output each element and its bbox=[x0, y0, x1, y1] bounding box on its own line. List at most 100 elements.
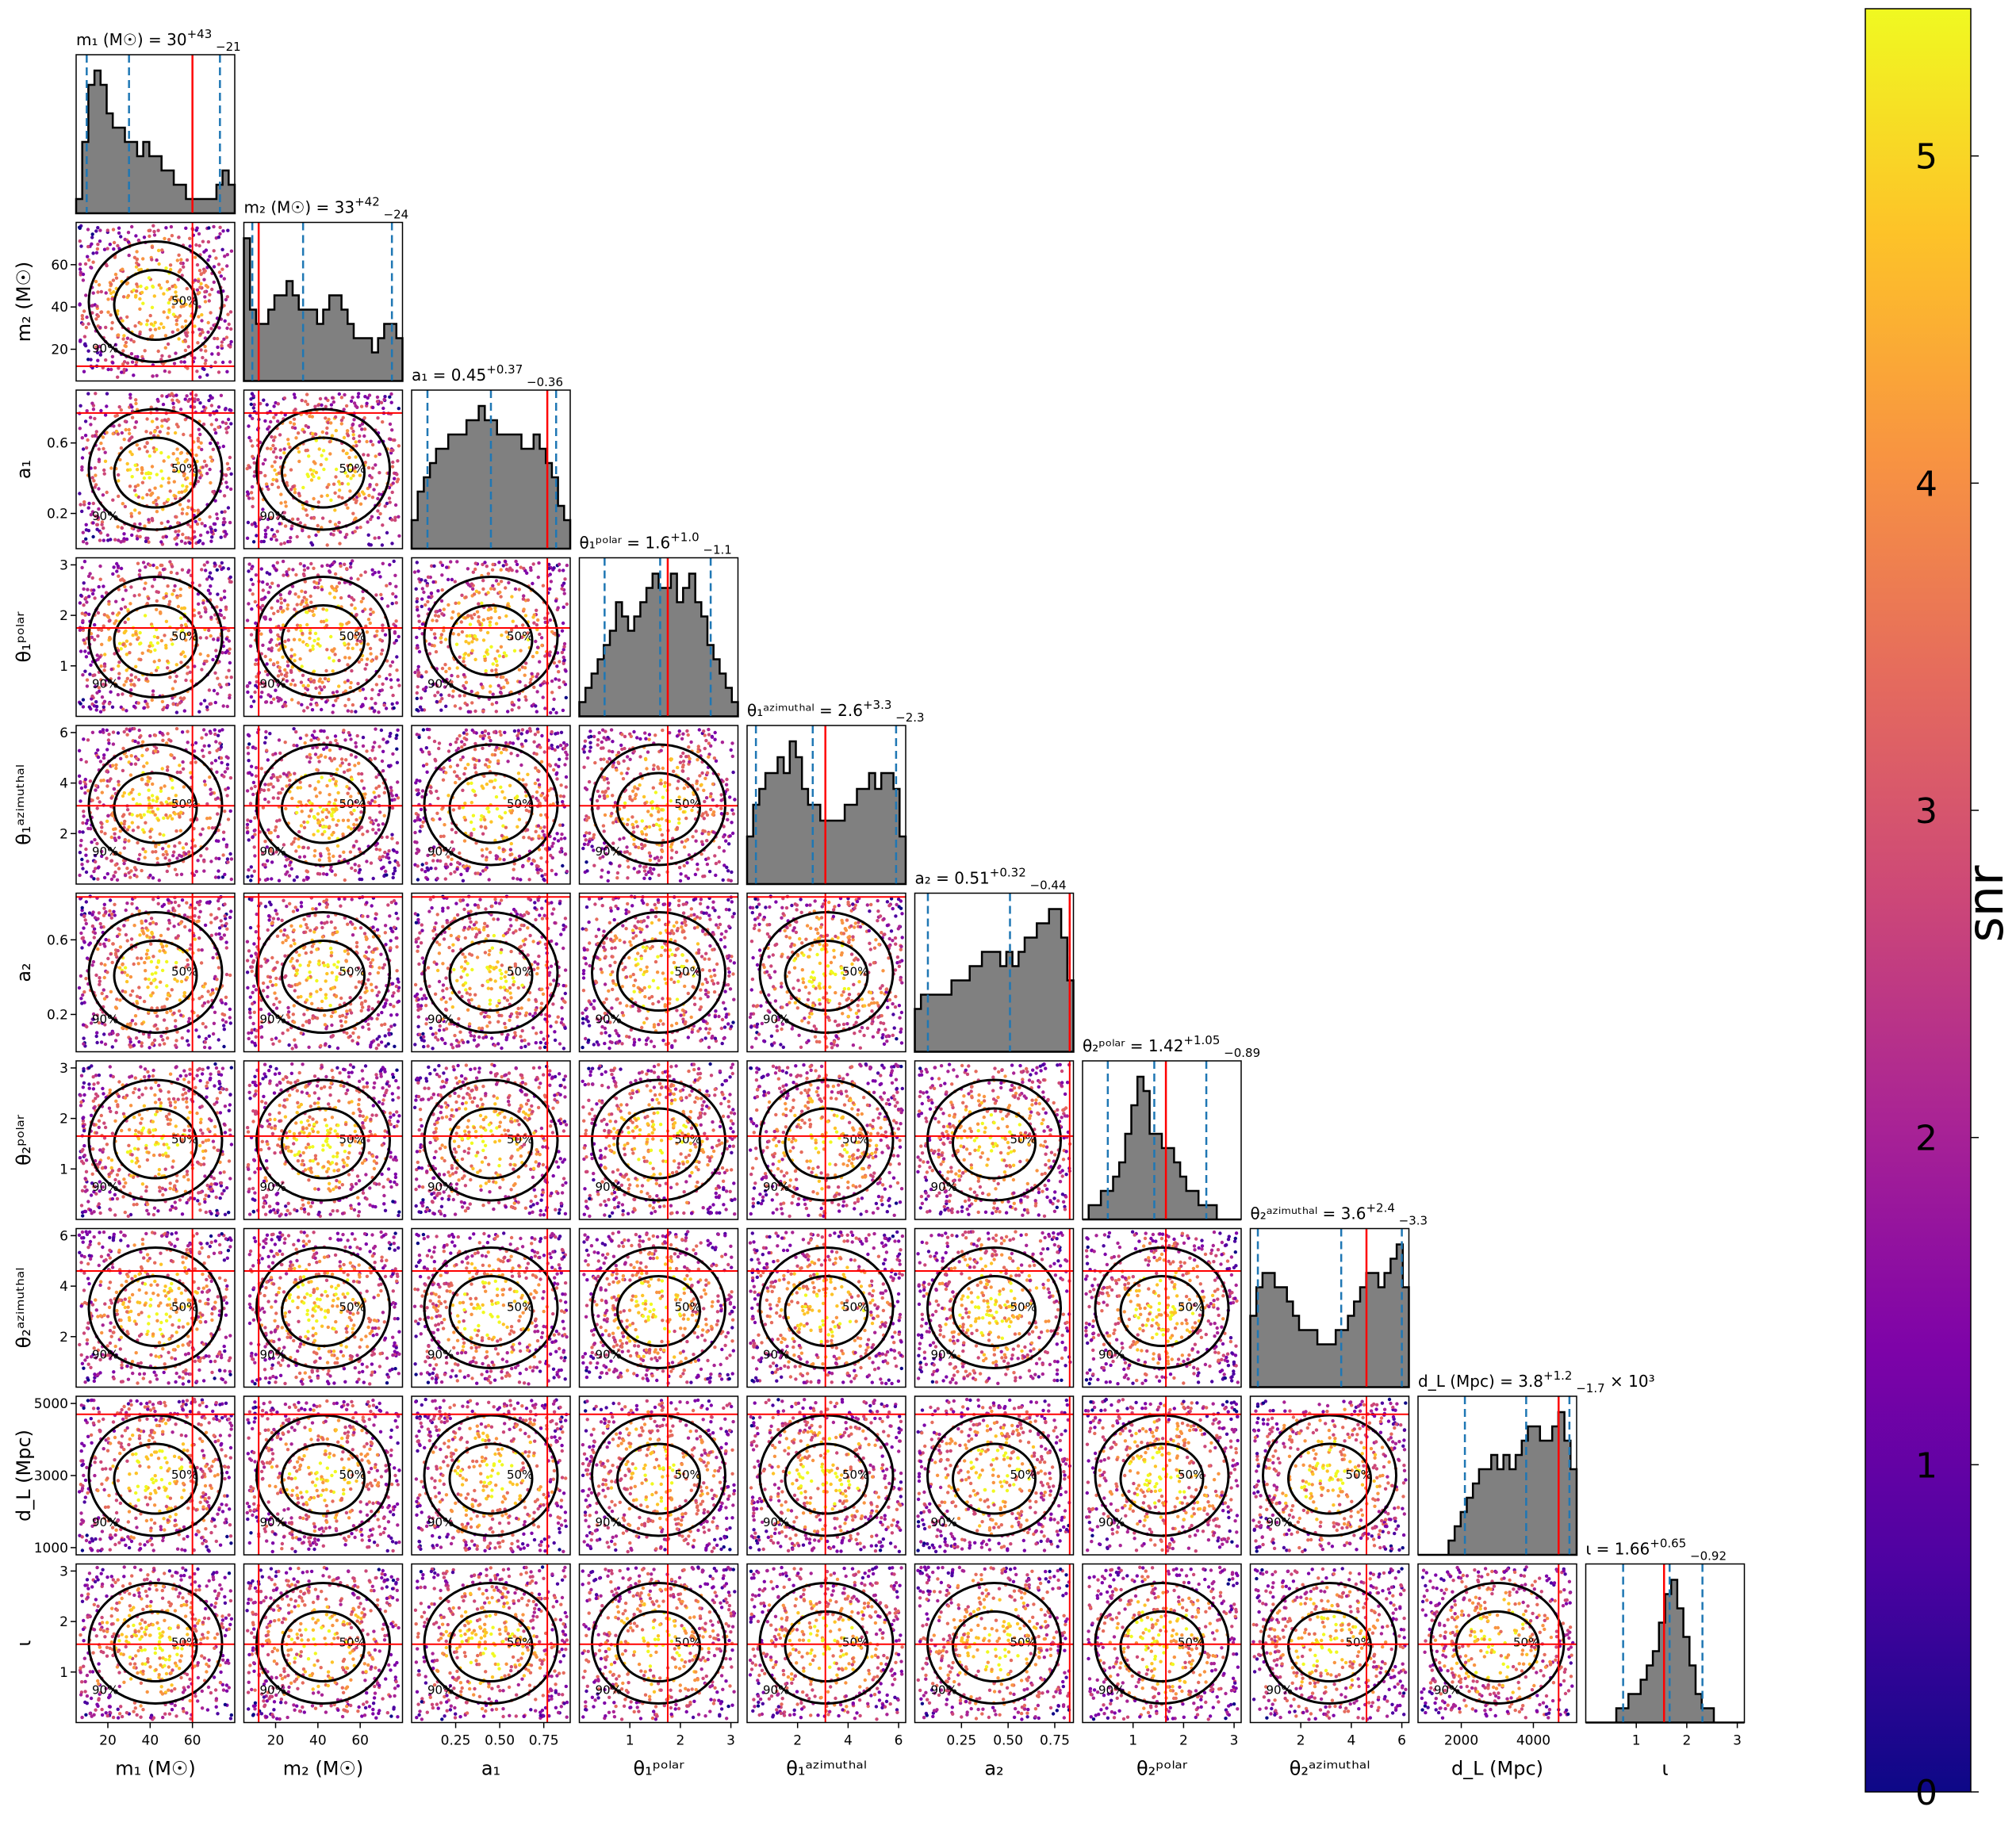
sample-point bbox=[478, 734, 483, 738]
sample-point bbox=[450, 577, 454, 582]
sample-point bbox=[325, 426, 329, 431]
sample-point bbox=[79, 799, 82, 803]
sample-point bbox=[605, 760, 610, 764]
sample-point bbox=[189, 525, 193, 529]
sample-point bbox=[128, 729, 132, 733]
sample-point bbox=[421, 687, 426, 691]
sample-point bbox=[133, 354, 138, 359]
sample-point bbox=[113, 870, 117, 875]
sample-point bbox=[246, 745, 250, 750]
sample-point bbox=[185, 484, 189, 489]
sample-point bbox=[290, 524, 294, 528]
sample-point bbox=[135, 537, 140, 541]
sample-point bbox=[517, 817, 522, 821]
sample-point bbox=[133, 739, 137, 744]
sample-point bbox=[301, 529, 305, 533]
sample-point bbox=[395, 733, 399, 737]
sample-point bbox=[215, 568, 219, 572]
sample-point bbox=[122, 822, 126, 826]
sample-point bbox=[153, 486, 157, 490]
sample-point bbox=[286, 607, 289, 611]
sample-point bbox=[228, 487, 233, 492]
sample-point bbox=[117, 660, 121, 664]
sample-point bbox=[113, 622, 117, 626]
sample-point bbox=[305, 820, 310, 825]
sample-point bbox=[333, 491, 337, 495]
sample-point bbox=[249, 879, 253, 882]
sample-point bbox=[136, 813, 140, 818]
sample-point bbox=[374, 657, 378, 660]
sample-point bbox=[334, 467, 339, 472]
sample-point bbox=[346, 646, 351, 650]
sample-point bbox=[144, 536, 148, 540]
sample-point bbox=[387, 849, 391, 853]
sample-point bbox=[196, 480, 200, 484]
sample-point bbox=[316, 737, 320, 741]
sample-point bbox=[328, 779, 332, 783]
sample-point bbox=[482, 733, 487, 738]
sample-point bbox=[160, 563, 164, 568]
sample-point bbox=[642, 876, 646, 880]
sample-point bbox=[213, 671, 217, 675]
sample-point bbox=[479, 817, 483, 821]
sample-point bbox=[305, 392, 309, 396]
sample-point bbox=[371, 405, 375, 410]
sample-point bbox=[205, 705, 209, 709]
sample-point bbox=[209, 731, 213, 735]
sample-point bbox=[320, 687, 324, 692]
sample-point bbox=[387, 496, 392, 500]
sample-point bbox=[111, 764, 115, 768]
sample-point bbox=[557, 678, 561, 682]
sample-point bbox=[327, 677, 331, 682]
sample-point bbox=[529, 677, 533, 682]
sample-point bbox=[362, 453, 366, 457]
sample-point bbox=[90, 591, 95, 596]
sample-point bbox=[556, 745, 560, 749]
sample-point bbox=[380, 543, 385, 547]
sample-point bbox=[349, 680, 353, 685]
sample-point bbox=[292, 879, 297, 882]
sample-point bbox=[83, 785, 87, 789]
sample-point bbox=[155, 607, 159, 611]
sample-point bbox=[136, 701, 140, 705]
sample-point bbox=[489, 607, 493, 611]
sample-point bbox=[481, 854, 485, 858]
sample-point bbox=[308, 752, 312, 756]
sample-point bbox=[171, 452, 175, 456]
sample-point bbox=[335, 768, 339, 771]
sample-point bbox=[324, 457, 328, 461]
panel-frame bbox=[243, 221, 404, 382]
sample-point bbox=[247, 868, 251, 872]
sample-point bbox=[292, 637, 297, 641]
sample-point bbox=[395, 473, 399, 477]
sample-point bbox=[135, 875, 139, 879]
sample-point bbox=[312, 736, 316, 740]
sample-point bbox=[132, 683, 136, 687]
sample-point bbox=[109, 877, 114, 882]
sample-point bbox=[481, 686, 485, 690]
sample-point bbox=[164, 646, 168, 650]
sample-point bbox=[449, 871, 453, 876]
sample-point bbox=[374, 702, 378, 706]
sample-point bbox=[563, 763, 567, 767]
sample-point bbox=[175, 457, 179, 461]
sample-point bbox=[93, 622, 97, 627]
sample-point bbox=[156, 248, 161, 253]
sample-point bbox=[510, 595, 514, 599]
sample-point bbox=[424, 670, 428, 674]
sample-point bbox=[162, 325, 166, 330]
sample-point bbox=[346, 434, 351, 438]
sample-point bbox=[377, 823, 381, 827]
sample-point bbox=[127, 871, 131, 875]
sample-point bbox=[263, 878, 268, 882]
sample-point bbox=[129, 515, 134, 519]
sample-point bbox=[427, 652, 432, 656]
sample-point bbox=[171, 592, 174, 596]
sample-point bbox=[207, 825, 211, 830]
sample-point bbox=[454, 601, 458, 605]
sample-point bbox=[262, 788, 266, 792]
sample-point bbox=[204, 733, 209, 737]
sample-point bbox=[223, 810, 227, 813]
sample-point bbox=[313, 461, 317, 465]
sample-point bbox=[177, 253, 181, 257]
